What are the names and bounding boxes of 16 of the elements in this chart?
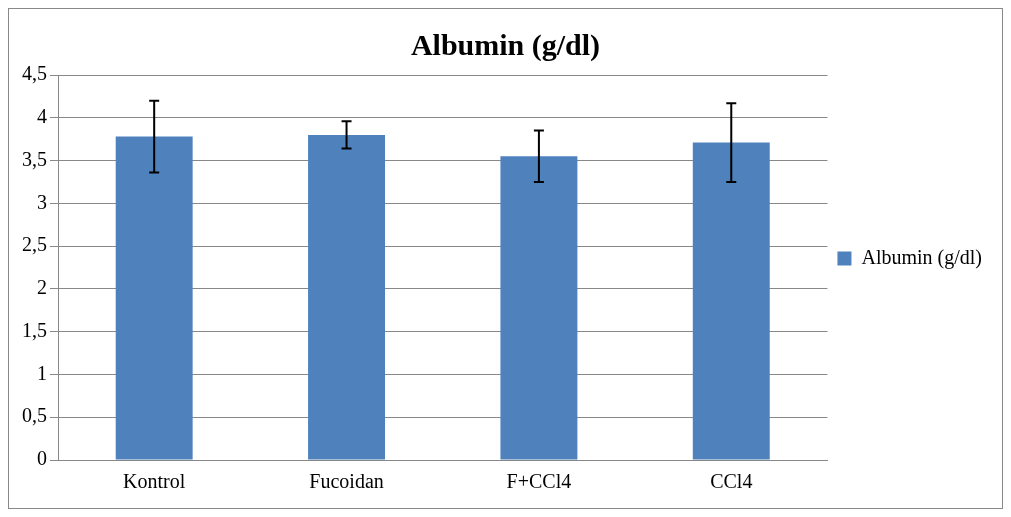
y-tick-label: 1,5 xyxy=(22,318,47,341)
y-tick-label: 4 xyxy=(37,105,47,128)
legend-label: Albumin (g/dl) xyxy=(861,245,982,269)
y-tick-label: 3,5 xyxy=(22,147,47,170)
chart-title: Albumin (g/dl) xyxy=(410,27,601,62)
y-tick-label: 4,5 xyxy=(22,62,47,85)
y-tick-label: 2,5 xyxy=(22,233,47,256)
y-tick-label: 0 xyxy=(37,447,47,470)
y-tick-label: 3 xyxy=(37,190,47,213)
x-tick-label: Kontrol xyxy=(123,470,186,493)
x-tick-label: F+CCl4 xyxy=(506,470,572,493)
y-tick-label: 1 xyxy=(37,361,47,384)
y-tick-label: 0,5 xyxy=(22,404,47,427)
x-tick-label: Fucoidan xyxy=(309,470,384,493)
x-tick-label: CCl4 xyxy=(710,470,753,493)
y-tick-label: 2 xyxy=(37,276,47,299)
